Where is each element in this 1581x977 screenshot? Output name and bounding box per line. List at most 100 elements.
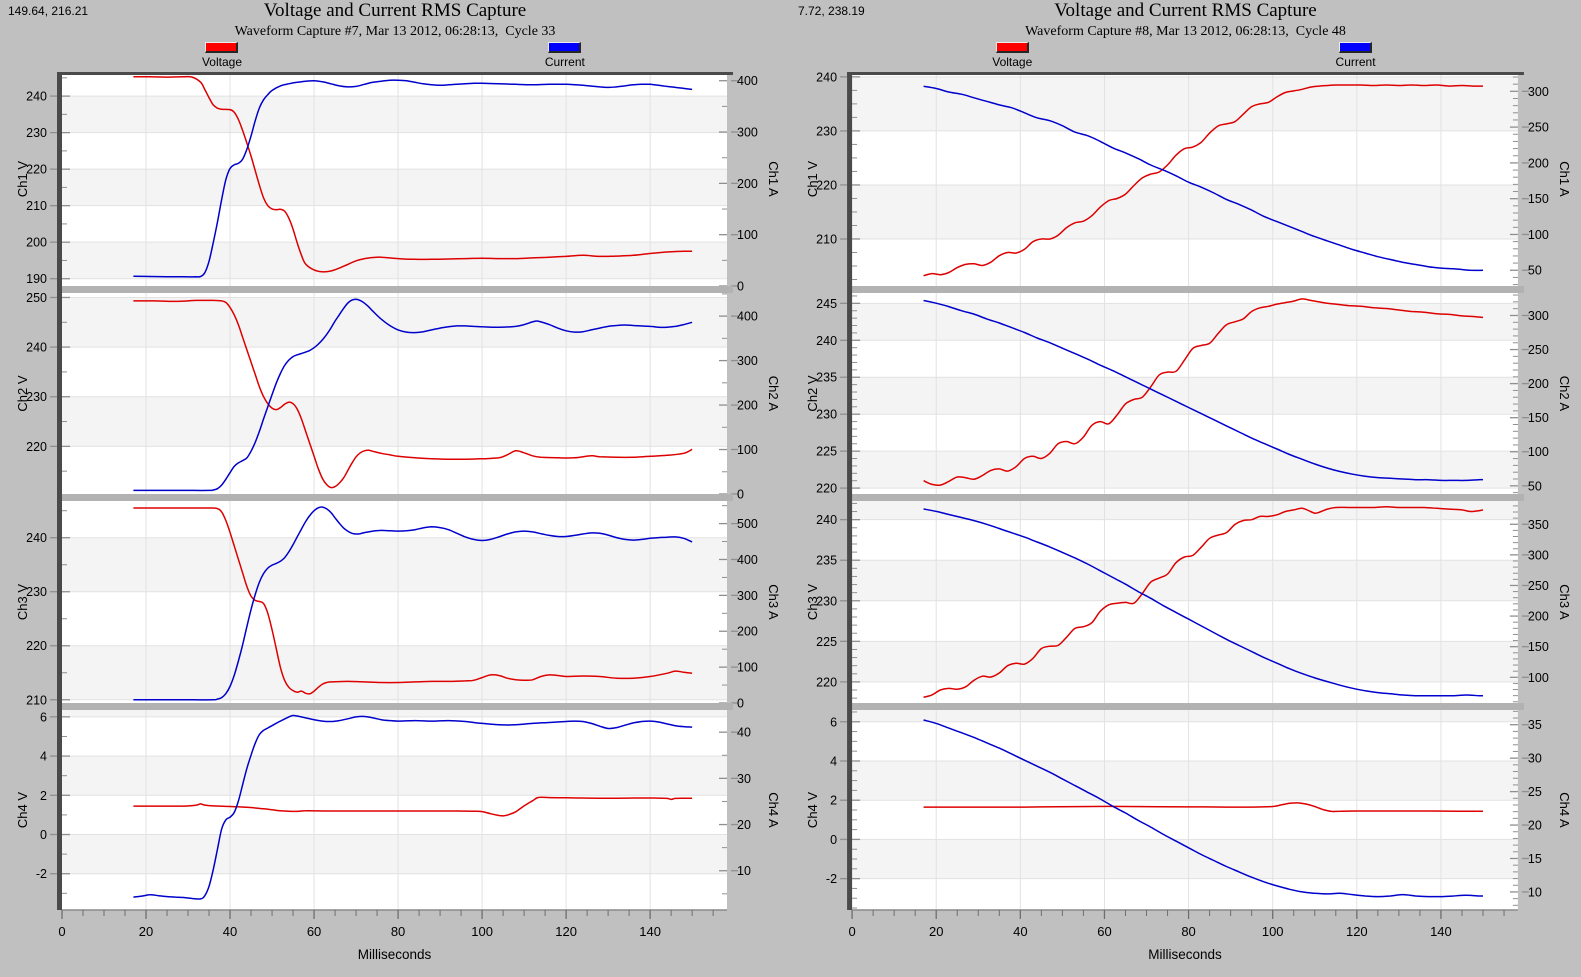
x-axis-tick-label: 40 — [1013, 924, 1027, 939]
a-axis-tick-label: 300 — [737, 589, 758, 603]
v-axis-label: Ch3 V — [805, 584, 820, 620]
x-axis-tick-label: 100 — [471, 924, 493, 939]
current-series — [923, 719, 1483, 898]
legend-voltage[interactable]: Voltage — [190, 42, 254, 69]
a-axis-tick-label: 100 — [1528, 445, 1549, 459]
v-axis-tick-label: 4 — [40, 750, 47, 764]
subplot-separator — [847, 703, 1524, 710]
plot-band — [62, 537, 727, 592]
x-axis: 0 20 40 60 80 100 120 140 Milliseconds — [58, 909, 727, 962]
a-axis-tick-label: 50 — [1528, 264, 1542, 278]
series-group — [923, 298, 1484, 487]
plot-band — [62, 293, 727, 298]
plot-band — [852, 501, 1518, 520]
a-axis-tick-label: 400 — [737, 553, 758, 567]
waveform-panel-2: 7.72, 238.19 Voltage and Current RMS Cap… — [790, 0, 1581, 977]
a-axis-tick-label: 50 — [1528, 479, 1542, 493]
legend-voltage[interactable]: Voltage — [980, 42, 1044, 69]
v-axis-tick-label: 200 — [26, 236, 47, 250]
a-axis-label: Ch2 A — [1557, 376, 1572, 412]
v-axis-label: Ch4 V — [805, 792, 820, 828]
series-group — [133, 506, 693, 701]
plot-band — [62, 834, 727, 874]
panel-header: 149.64, 216.21 Voltage and Current RMS C… — [0, 0, 790, 72]
a-axis-label: Ch4 A — [1557, 792, 1572, 828]
panel-header: 7.72, 238.19 Voltage and Current RMS Cap… — [790, 0, 1581, 72]
current-swatch-icon[interactable] — [548, 42, 582, 53]
a-axis-label: Ch3 A — [1557, 584, 1572, 620]
plot-band — [852, 414, 1518, 452]
plot-band — [62, 873, 727, 910]
v-axis-tick-label: 2 — [830, 794, 837, 808]
a-axis-tick-label: 100 — [737, 228, 758, 242]
v-axis-tick-label: 230 — [816, 408, 837, 422]
series-group — [923, 505, 1484, 699]
x-axis-tick-label: 20 — [929, 924, 943, 939]
voltage-series — [923, 298, 1484, 487]
v-axis-tick-label: 6 — [40, 710, 47, 724]
voltage-series — [923, 802, 1483, 813]
legend-current[interactable]: Current — [1324, 42, 1388, 69]
v-axis-tick-label: 240 — [26, 341, 47, 355]
a-axis-tick-label: 300 — [1528, 548, 1549, 562]
a-axis-tick-label: 300 — [737, 354, 758, 368]
v-axis-tick-label: 240 — [816, 334, 837, 348]
v-axis-tick-label: 190 — [26, 272, 47, 286]
current-series — [923, 508, 1483, 697]
v-axis-tick-label: 240 — [816, 513, 837, 527]
x-axis-tick-label: 80 — [1181, 924, 1195, 939]
a-axis-tick-label: 0 — [737, 697, 744, 711]
series-group — [923, 719, 1483, 898]
voltage-swatch-icon[interactable] — [995, 42, 1029, 53]
plot-band — [852, 560, 1518, 601]
plot-band — [852, 721, 1518, 761]
x-axis-tick-label: 20 — [139, 924, 153, 939]
a-axis-tick-label: 200 — [1528, 156, 1549, 170]
voltage-series — [133, 299, 693, 489]
a-axis-tick-label: 10 — [1528, 885, 1542, 899]
plot-band — [852, 303, 1518, 341]
subplot-ch2: 220 230 240 250 0 100 200 300 400 Ch2 V Ch2 A — [15, 291, 781, 502]
v-axis-tick-label: 225 — [816, 445, 837, 459]
voltage-series — [133, 507, 693, 695]
a-axis-tick-label: 100 — [1528, 228, 1549, 242]
a-axis-tick-label: 250 — [1528, 343, 1549, 357]
series-group — [133, 714, 693, 900]
x-axis-tick-label: 60 — [1097, 924, 1111, 939]
current-swatch-icon[interactable] — [1339, 42, 1373, 53]
a-axis-tick-label: 250 — [1528, 121, 1549, 135]
x-axis-tick-label: 0 — [58, 924, 65, 939]
v-axis-label: Ch4 V — [15, 792, 30, 828]
a-axis-tick-label: 200 — [737, 399, 758, 413]
v-axis-tick-label: 230 — [26, 126, 47, 140]
a-axis-label: Ch2 A — [766, 376, 781, 412]
waveform-panel-1: 149.64, 216.21 Voltage and Current RMS C… — [0, 0, 790, 977]
v-axis-tick-label: 240 — [26, 90, 47, 104]
current-legend-label: Current — [1335, 55, 1376, 69]
voltage-swatch-icon[interactable] — [205, 42, 239, 53]
a-axis-tick-label: 15 — [1528, 852, 1542, 866]
a-axis-tick-label: 400 — [737, 74, 758, 88]
plot-band — [62, 169, 727, 206]
current-legend-label: Current — [544, 55, 585, 69]
plot-band — [852, 519, 1518, 561]
plot-band — [852, 600, 1518, 642]
x-axis-tick-label: 40 — [223, 924, 237, 939]
subplot-separator — [57, 703, 733, 710]
a-axis-label: Ch1 A — [1557, 161, 1572, 197]
a-axis-tick-label: 35 — [1528, 718, 1542, 732]
v-axis-label: Ch1 V — [805, 161, 820, 197]
legend-current[interactable]: Current — [533, 42, 597, 69]
plot-band — [62, 699, 727, 703]
v-axis-tick-label: -2 — [36, 867, 47, 881]
x-axis-tick-label: 140 — [1430, 924, 1452, 939]
a-axis-tick-label: 400 — [737, 310, 758, 324]
plot-band — [852, 681, 1518, 703]
v-axis-tick-label: 6 — [830, 715, 837, 729]
plot-band — [852, 293, 1518, 304]
plot-band — [62, 446, 727, 494]
a-axis-tick-label: 200 — [1528, 377, 1549, 391]
current-series — [133, 79, 693, 278]
